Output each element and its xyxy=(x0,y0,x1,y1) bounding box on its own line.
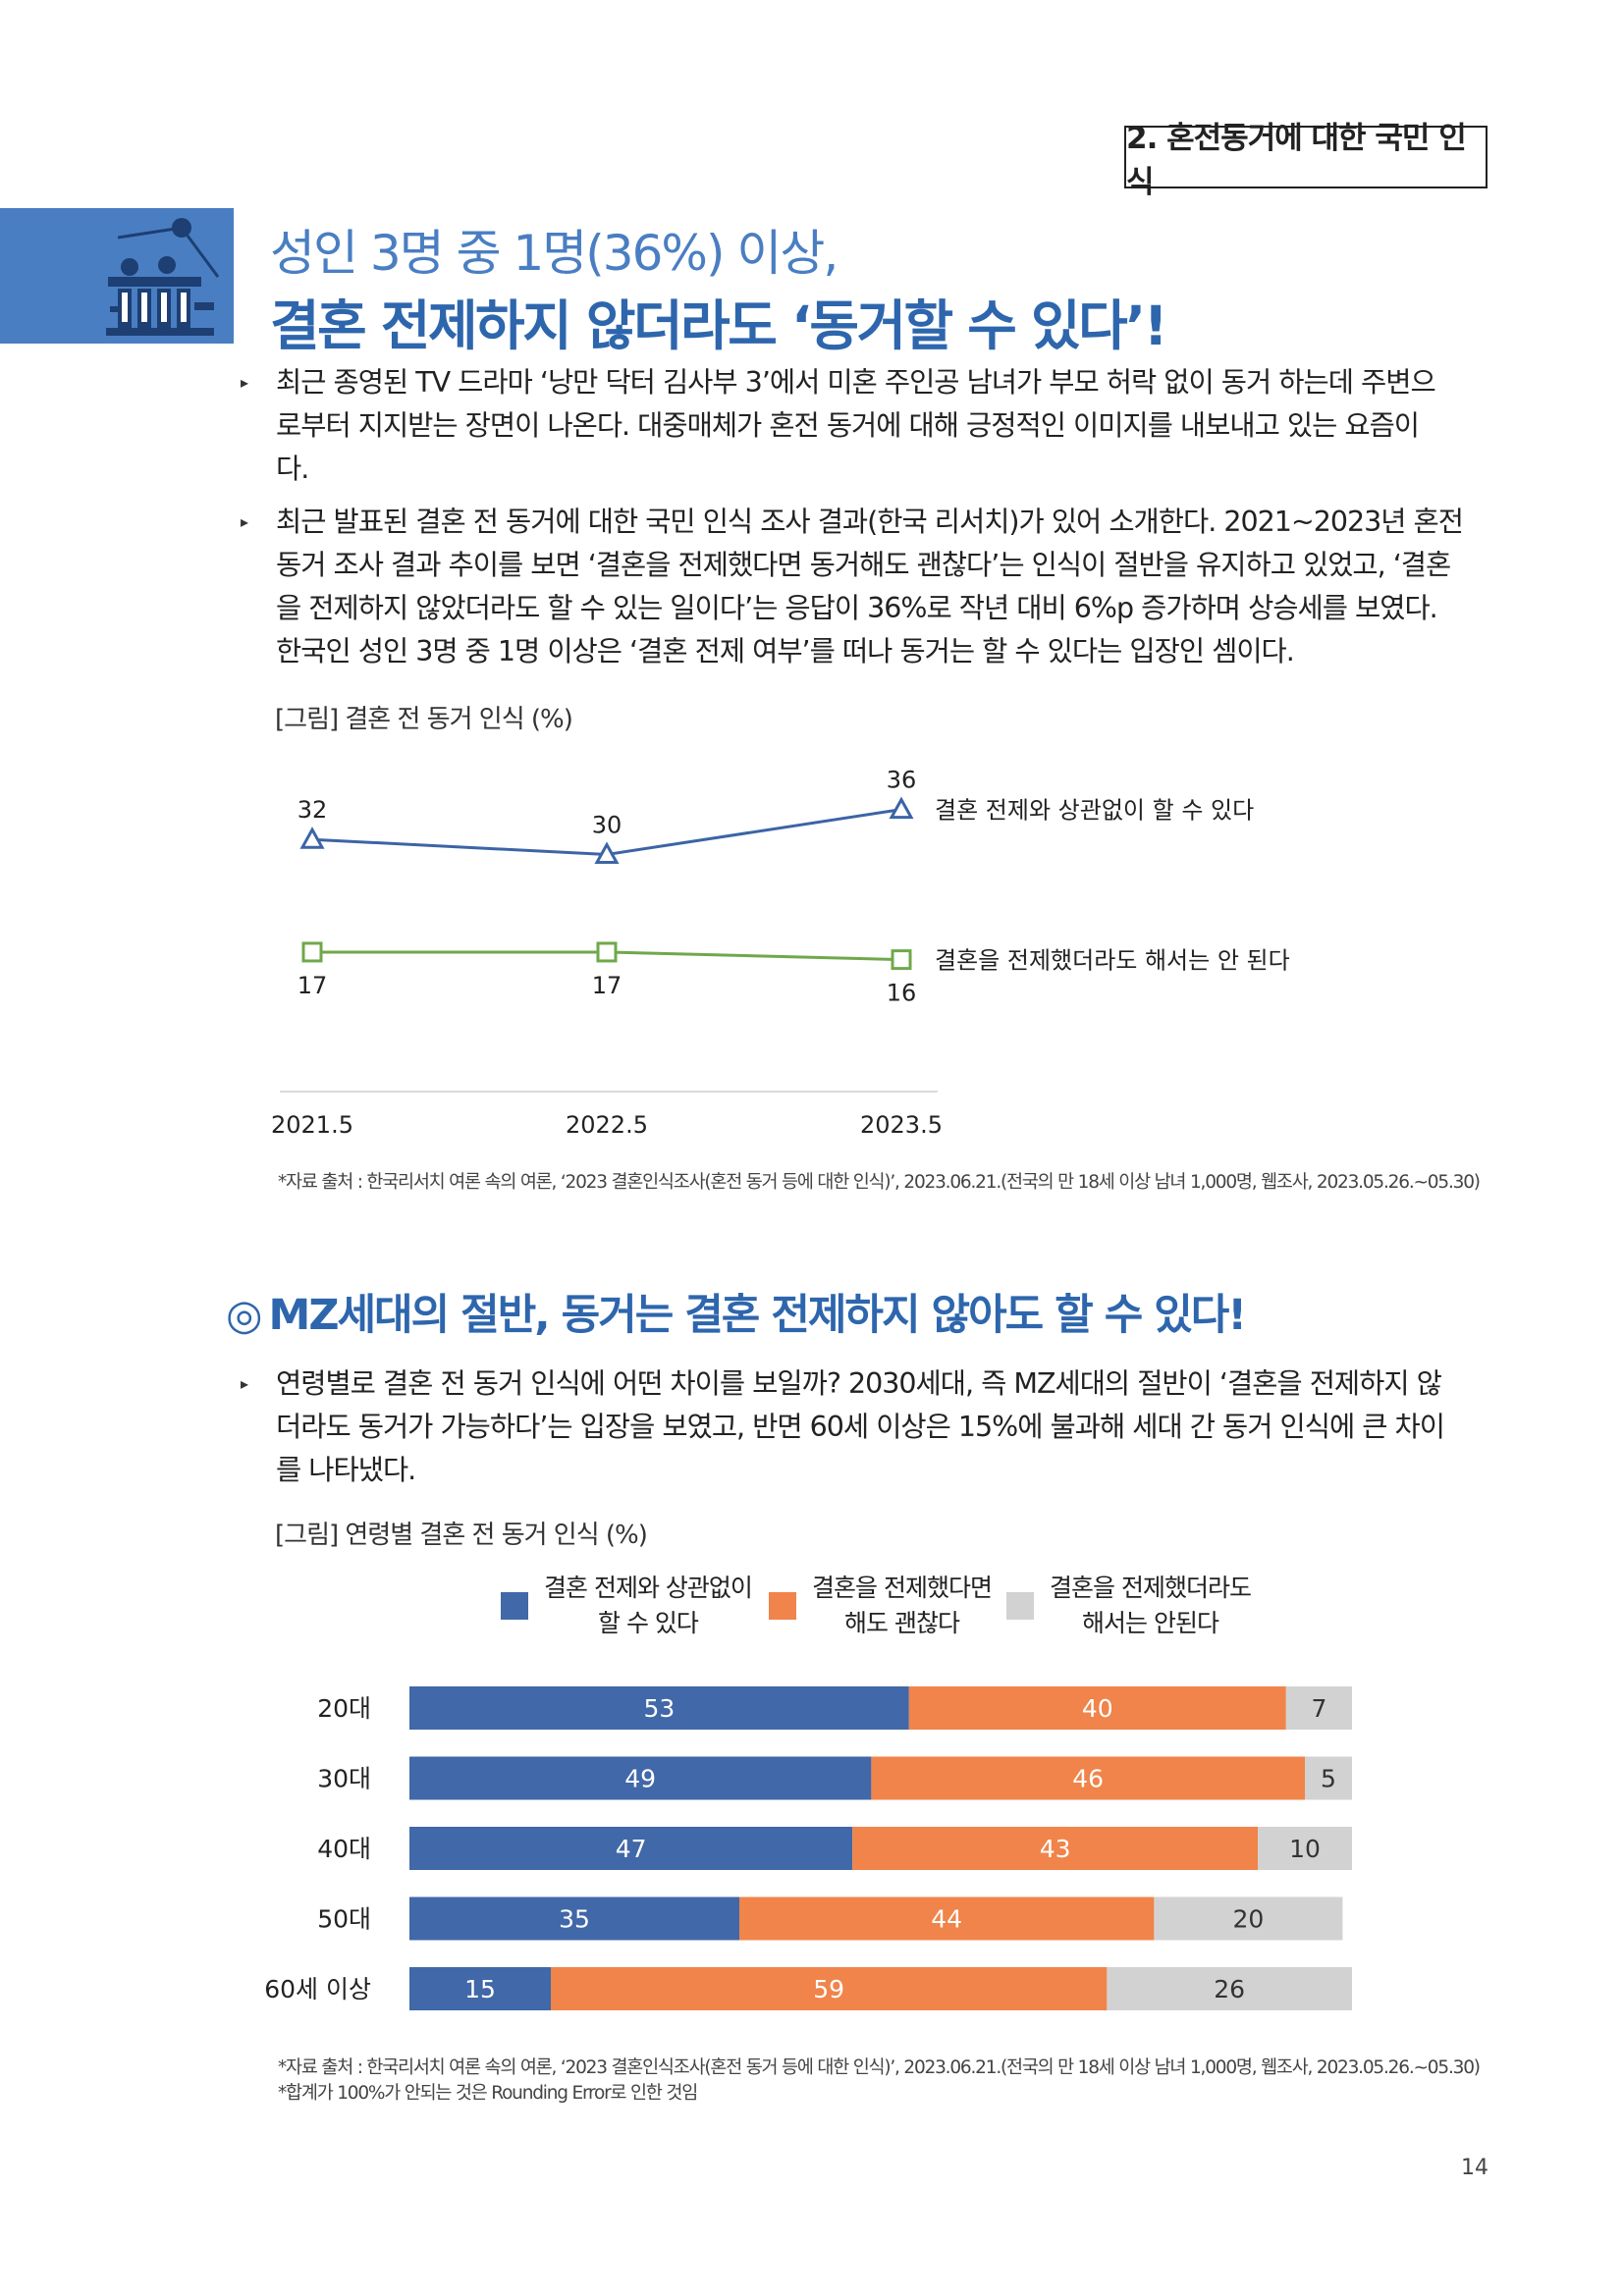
bar-value-label: 43 xyxy=(1040,1835,1071,1863)
data-label: 32 xyxy=(298,796,328,824)
legend-label: 결혼 전제와 상관없이 할 수 있다 xyxy=(544,1574,753,1637)
figure2-note: *합계가 100%가 안되는 것은 Rounding Error로 인한 것임 xyxy=(278,2083,698,2104)
bar-value-label: 7 xyxy=(1311,1694,1326,1723)
x-tick-label: 2021.5 xyxy=(271,1111,353,1139)
figure2-caption: [그림] 연령별 결혼 전 동거 인식 (%) xyxy=(275,1521,648,1550)
figure2-source: *자료 출처 : 한국리서치 여론 속의 여론, ‘2023 결혼인식조사(혼전… xyxy=(278,2057,1481,2078)
category-label: 40대 xyxy=(317,1835,371,1863)
section2-heading: ◎ MZ세대의 절반, 동거는 결혼 전제하지 않아도 할 수 있다! xyxy=(226,1281,1247,1342)
category-label: 20대 xyxy=(317,1694,371,1723)
series-end-label: 결혼을 전제했더라도 해서는 안 된다 xyxy=(935,947,1290,975)
category-label: 30대 xyxy=(317,1765,371,1793)
bar-value-label: 59 xyxy=(813,1975,844,2003)
x-tick-label: 2022.5 xyxy=(566,1111,648,1139)
bullet-marker: ▸ xyxy=(241,1374,248,1393)
data-label: 17 xyxy=(298,972,328,999)
bar-value-label: 5 xyxy=(1321,1765,1336,1793)
bullet-line: 다. xyxy=(276,453,309,485)
bar-segment xyxy=(409,1756,872,1800)
bullet-line: 를 나타냈다. xyxy=(276,1454,416,1486)
bar-segment xyxy=(739,1896,1155,1941)
headline-line2: 결혼 전제하지 않더라도 ‘동거할 수 있다’! xyxy=(270,294,1168,357)
data-point xyxy=(889,796,914,820)
legend-item: 결혼 전제와 상관없이 할 수 있다 xyxy=(501,1571,753,1641)
data-point xyxy=(594,841,620,864)
legend-swatch xyxy=(501,1592,528,1620)
figure1-source: *자료 출처 : 한국리서치 여론 속의 여론, ‘2023 결혼인식조사(혼전… xyxy=(278,1172,1481,1193)
bar-segment xyxy=(1258,1827,1352,1870)
bar-segment xyxy=(852,1827,1258,1870)
bullet-line: 더라도 동거가 가능하다’는 입장을 보였고, 반면 60세 이상은 15%에 … xyxy=(276,1411,1445,1443)
data-point xyxy=(299,827,325,849)
bar-segment xyxy=(409,1967,551,2010)
headline-line1: 성인 3명 중 1명(36%) 이상, xyxy=(270,225,839,282)
bar-segment xyxy=(1107,1967,1352,2010)
bullet-line: 최근 발표된 결혼 전 동거에 대한 국민 인식 조사 결과(한국 리서치)가 … xyxy=(276,506,1464,538)
category-label: 60세 이상 xyxy=(264,1975,371,2003)
bar-value-label: 44 xyxy=(931,1905,962,1934)
category-label: 50대 xyxy=(317,1905,371,1934)
x-tick-label: 2023.5 xyxy=(860,1111,943,1139)
bar-segment xyxy=(871,1756,1305,1800)
bullet-marker: ▸ xyxy=(241,512,248,531)
legend-swatch xyxy=(769,1592,796,1620)
bar-value-label: 47 xyxy=(616,1835,647,1863)
bar-segment xyxy=(1285,1686,1352,1730)
legend-item: 결혼을 전제했더라도 해서는 안된다 xyxy=(1006,1571,1252,1641)
bar-value-label: 49 xyxy=(624,1765,656,1793)
bullet-line: 을 전제하지 않았더라도 할 수 있는 일이다’는 응답이 36%로 작년 대비… xyxy=(276,592,1438,624)
bullet-line: 동거 조사 결과 추이를 보면 ‘결혼을 전제했다면 동거해도 괜찮다’는 인식… xyxy=(276,549,1451,581)
data-point xyxy=(891,949,912,971)
bar-segment xyxy=(1305,1756,1352,1800)
bar-segment xyxy=(409,1686,909,1730)
bar-segment xyxy=(409,1827,853,1870)
data-label: 17 xyxy=(592,972,622,999)
intro-bullet-1: ▸ 최근 종영된 TV 드라마 ‘낭만 닥터 김사부 3’에서 미혼 주인공 남… xyxy=(241,361,1488,491)
couple-household-icon xyxy=(0,208,234,344)
bullet-line: 로부터 지지받는 장면이 나온다. 대중매체가 혼전 동거에 대해 긍정적인 이… xyxy=(276,409,1420,442)
section2-bullet: ▸ 연령별로 결혼 전 동거 인식에 어떤 차이를 보일까? 2030세대, 즉… xyxy=(241,1362,1488,1492)
bullet-marker: ▸ xyxy=(241,373,248,392)
data-point xyxy=(596,941,618,963)
legend-label: 결혼을 전제했다면 해도 괜찮다 xyxy=(812,1574,993,1637)
bullet-line: 최근 종영된 TV 드라마 ‘낭만 닥터 김사부 3’에서 미혼 주인공 남녀가… xyxy=(276,366,1436,399)
data-label: 16 xyxy=(887,980,917,1007)
bar-value-label: 15 xyxy=(464,1975,496,2003)
bar-segment xyxy=(409,1896,739,1941)
bar-segment xyxy=(908,1686,1286,1730)
bar-value-label: 20 xyxy=(1232,1905,1264,1934)
bar-value-label: 40 xyxy=(1082,1694,1113,1723)
bullet-line: 연령별로 결혼 전 동거 인식에 어떤 차이를 보일까? 2030세대, 즉 M… xyxy=(276,1367,1442,1400)
data-label: 30 xyxy=(592,812,622,839)
legend-swatch xyxy=(1006,1592,1034,1620)
section-label: 2. 혼전동거에 대한 국민 인식 xyxy=(1124,121,1488,200)
bullet-line: 한국인 성인 3명 중 1명 이상은 ‘결혼 전제 여부’를 떠나 동거는 할 … xyxy=(276,635,1295,667)
section2-heading-text: MZ세대의 절반, 동거는 결혼 전제하지 않아도 할 수 있다! xyxy=(268,1291,1247,1340)
bar-segment xyxy=(1154,1896,1343,1941)
figure1-caption: [그림] 결혼 전 동거 인식 (%) xyxy=(275,705,573,734)
bar-value-label: 26 xyxy=(1214,1975,1245,2003)
data-label: 36 xyxy=(887,767,917,794)
page-number: 14 xyxy=(1461,2156,1488,2180)
stacked-bar-chart: 20대 53 40 7 30대 49 46 5 40대 47 43 10 50대 35 44 20 60세 이상… xyxy=(264,1686,1352,2010)
intro-bullet-2: ▸ 최근 발표된 결혼 전 동거에 대한 국민 인식 조사 결과(한국 리서치)… xyxy=(241,501,1488,673)
series-end-label: 결혼 전제와 상관없이 할 수 있다 xyxy=(935,797,1254,825)
legend-item: 결혼을 전제했다면 해도 괜찮다 xyxy=(769,1571,993,1641)
bar-value-label: 35 xyxy=(559,1905,590,1934)
heading-marker: ◎ xyxy=(226,1291,263,1340)
bar-value-label: 53 xyxy=(643,1694,675,1723)
data-point xyxy=(301,941,323,963)
legend-label: 결혼을 전제했더라도 해서는 안된다 xyxy=(1050,1574,1252,1637)
figure2-legend: 결혼 전제와 상관없이 할 수 있다 결혼을 전제했다면 해도 괜찮다 결혼을 전제… xyxy=(0,1571,1623,1649)
bar-value-label: 10 xyxy=(1289,1835,1321,1863)
bar-segment xyxy=(551,1967,1108,2010)
bar-value-label: 46 xyxy=(1072,1765,1104,1793)
